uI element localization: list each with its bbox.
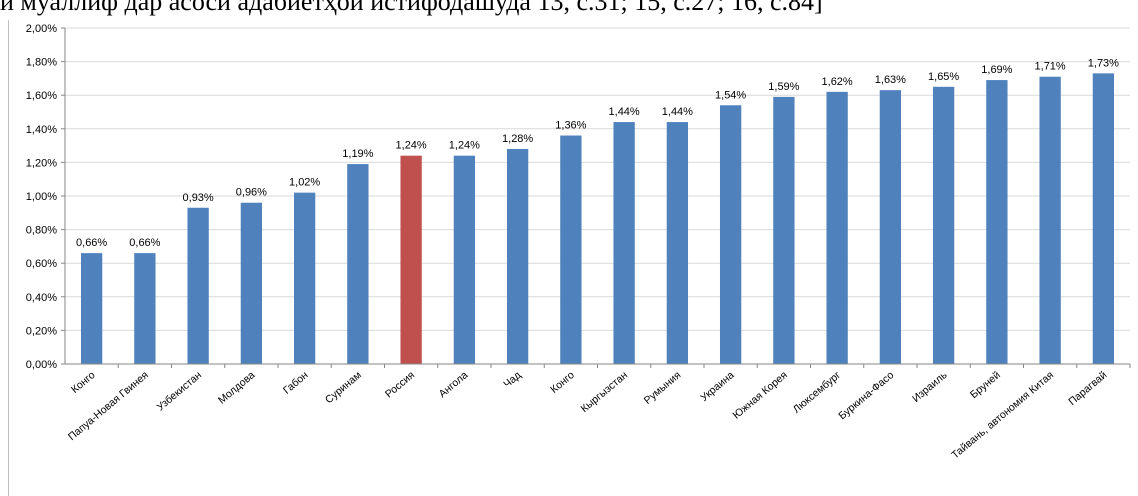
x-category-label-18: Бруней bbox=[968, 369, 1003, 401]
x-category-label-16: Буркина-Фасо bbox=[836, 369, 896, 422]
bar-17 bbox=[932, 86, 955, 365]
x-category-label-9: Чад bbox=[501, 369, 523, 390]
bars bbox=[80, 73, 1115, 365]
data-label-16: 1,63% bbox=[875, 74, 906, 86]
x-category-label-1: Конго bbox=[69, 369, 98, 396]
y-tick-label: 0,40% bbox=[26, 292, 57, 304]
y-tick-label: 1,40% bbox=[26, 124, 57, 136]
bar-8 bbox=[453, 155, 476, 364]
bar-15 bbox=[826, 91, 848, 364]
y-tick-label: 1,80% bbox=[26, 57, 57, 69]
gridlines bbox=[65, 27, 1130, 331]
x-category-label-11: Кыргызстан bbox=[579, 369, 631, 415]
bar-1 bbox=[80, 253, 103, 364]
data-label-14: 1,59% bbox=[768, 81, 799, 93]
x-category-label-4: Молдова bbox=[216, 369, 257, 406]
x-category-label-5: Габон bbox=[281, 369, 311, 397]
data-label-10: 1,36% bbox=[555, 120, 586, 132]
bar-9 bbox=[506, 148, 529, 364]
figure-caption: и муаллиф дар асоси адабиётҳои истифодаш… bbox=[0, 0, 823, 16]
bar-3 bbox=[187, 207, 209, 364]
x-category-label-8: Ангола bbox=[437, 369, 471, 400]
data-label-3: 0,93% bbox=[183, 192, 214, 204]
y-tick-label: 2,00% bbox=[26, 23, 57, 35]
y-tick-label: 0,20% bbox=[26, 325, 57, 337]
bar-20 bbox=[1092, 73, 1115, 365]
bar-4 bbox=[240, 202, 263, 364]
data-label-9: 1,28% bbox=[502, 133, 533, 145]
data-label-12: 1,44% bbox=[662, 106, 693, 118]
data-label-7: 1,24% bbox=[396, 140, 427, 152]
data-label-18: 1,69% bbox=[981, 64, 1012, 76]
bar-2 bbox=[134, 253, 156, 364]
x-category-label-7: Россия bbox=[383, 369, 417, 400]
y-tick-label: 1,60% bbox=[26, 90, 57, 102]
x-category-label-12: Румыния bbox=[642, 369, 684, 407]
bar-12 bbox=[666, 122, 689, 364]
data-label-6: 1,19% bbox=[342, 148, 373, 160]
data-label-1: 0,66% bbox=[76, 237, 107, 249]
x-category-label-14: Южная Корея bbox=[731, 369, 790, 421]
bar-18 bbox=[986, 80, 1008, 364]
y-tick-label: 0,80% bbox=[26, 225, 57, 237]
x-category-label-6: Суринам bbox=[323, 369, 364, 406]
bar-10 bbox=[560, 135, 582, 364]
data-label-17: 1,65% bbox=[928, 71, 959, 83]
bar-13 bbox=[719, 105, 742, 364]
bar-6 bbox=[347, 164, 369, 364]
data-label-8: 1,24% bbox=[449, 140, 480, 152]
data-label-20: 1,73% bbox=[1088, 57, 1119, 69]
data-labels: 0,66% 0,66% 0,93% 0,96% 1,02% 1,19% 1,24% 1,24%… bbox=[76, 57, 1119, 249]
page-left-rule bbox=[8, 20, 9, 496]
y-tick-label: 0,00% bbox=[26, 359, 57, 371]
data-label-5: 1,02% bbox=[289, 177, 320, 189]
data-label-15: 1,62% bbox=[822, 76, 853, 88]
x-category-label-13: Украина bbox=[698, 369, 736, 404]
data-label-19: 1,71% bbox=[1035, 61, 1066, 73]
bar-7 bbox=[400, 155, 422, 364]
x-category-label-20: Парагвай bbox=[1066, 369, 1109, 408]
data-label-2: 0,66% bbox=[129, 237, 160, 249]
x-category-label-17: Израиль bbox=[910, 369, 950, 405]
y-tick-label: 1,00% bbox=[26, 191, 57, 203]
bar-11 bbox=[613, 122, 635, 364]
x-category-label-3: Узбекистан bbox=[155, 369, 205, 413]
bar-14 bbox=[773, 96, 795, 364]
bar-16 bbox=[879, 90, 902, 364]
x-category-label-19: Тайвань, автономия Китая bbox=[949, 369, 1056, 461]
bar-5 bbox=[293, 192, 316, 364]
data-label-4: 0,96% bbox=[236, 187, 267, 199]
y-tick-label: 1,20% bbox=[26, 157, 57, 169]
x-category-label-15: Люксембург bbox=[791, 369, 843, 416]
y-tick-label: 0,60% bbox=[26, 258, 57, 270]
data-label-11: 1,44% bbox=[609, 106, 640, 118]
bar-19 bbox=[1039, 76, 1061, 364]
y-axis-ticks: 0,00% 0,20% 0,40% 0,60% 0,80% 1,00% 1,20% 1,40%… bbox=[26, 23, 1131, 371]
x-category-label-10: Конго bbox=[548, 369, 577, 396]
data-label-13: 1,54% bbox=[715, 89, 746, 101]
